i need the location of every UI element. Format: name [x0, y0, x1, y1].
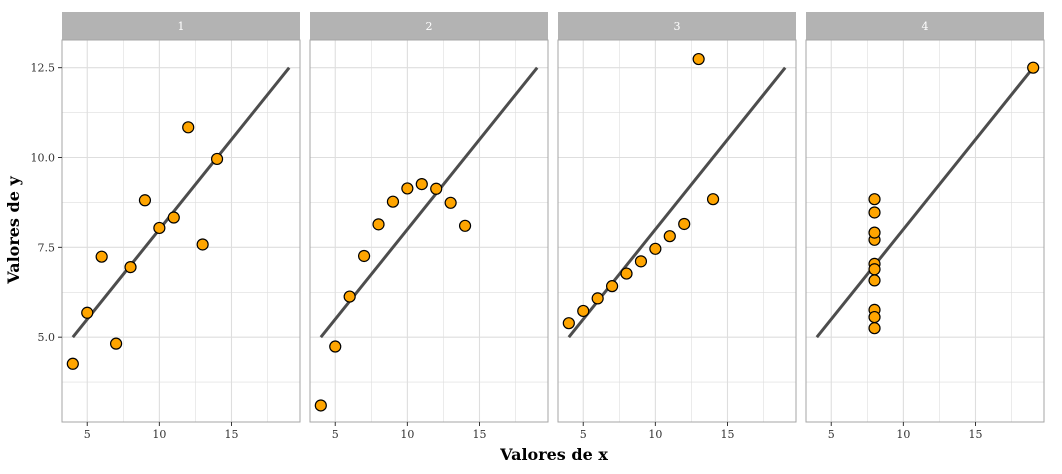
data-point — [66, 357, 79, 370]
x-tick-label: 15 — [968, 428, 982, 441]
data-point — [138, 194, 152, 207]
x-tick-label: 15 — [720, 428, 734, 441]
data-point — [182, 121, 195, 134]
panel-strip — [310, 12, 548, 40]
panel-2: 2 5 10 15 — [309, 12, 549, 441]
y-tick-label: 10.0 — [31, 152, 56, 165]
x-tick-label: 15 — [472, 428, 486, 441]
x-tick-label: 5 — [828, 428, 835, 441]
data-point — [868, 322, 881, 335]
x-axis-title: Valores de x — [499, 445, 608, 464]
fit-line — [71, 66, 291, 339]
x-tick-label: 10 — [896, 428, 910, 441]
panel-4: 4 5 10 15 — [805, 12, 1045, 441]
data-point — [153, 221, 166, 235]
data-point — [343, 290, 356, 303]
data-point — [372, 218, 385, 231]
data-point — [415, 178, 428, 191]
x-tick-label: 10 — [648, 428, 662, 441]
data-point — [357, 249, 371, 263]
data-point — [1027, 61, 1040, 74]
panel-strip — [558, 12, 796, 40]
data-point — [430, 182, 443, 195]
panel-strip — [62, 12, 300, 40]
data-point — [401, 182, 414, 195]
data-point — [314, 399, 327, 412]
panel-border — [557, 39, 797, 423]
x-tick-label: 10 — [400, 428, 414, 441]
data-point — [577, 304, 590, 318]
data-point — [663, 230, 676, 243]
y-axis-title: Valores de y — [4, 176, 23, 285]
data-point — [124, 261, 137, 274]
data-point — [678, 217, 691, 231]
panel-strip-label: 4 — [922, 20, 929, 33]
data-point — [109, 337, 123, 350]
y-tick-label: 7.5 — [38, 241, 56, 254]
data-point — [868, 226, 881, 239]
data-point — [620, 267, 633, 280]
data-point — [196, 238, 209, 251]
panel-border — [309, 39, 549, 423]
data-point — [634, 255, 648, 268]
data-point — [868, 206, 881, 219]
panel-strip — [806, 12, 1044, 40]
panel-border — [805, 39, 1045, 423]
y-tick-label: 12.5 — [31, 62, 56, 75]
data-point — [444, 196, 457, 209]
data-point — [562, 317, 575, 330]
data-point — [868, 263, 881, 276]
panel-strip-label: 1 — [178, 20, 185, 33]
data-point — [458, 219, 472, 232]
y-tick-label: 5.0 — [38, 331, 56, 344]
panel-1: 15 10 155.07.510.012.5 — [31, 12, 301, 441]
panel-border — [61, 39, 301, 423]
fit-line — [815, 66, 1035, 339]
x-tick-label: 5 — [84, 428, 91, 441]
data-point — [95, 250, 108, 263]
panel-3: 3 5 10 15 — [557, 12, 797, 441]
data-point — [868, 274, 881, 287]
x-tick-label: 10 — [152, 428, 166, 441]
data-point — [591, 292, 604, 305]
data-point — [605, 280, 619, 293]
x-tick-label: 15 — [224, 428, 238, 441]
fit-line — [319, 66, 539, 339]
data-point — [868, 193, 881, 206]
fit-line — [567, 66, 787, 339]
data-point — [167, 211, 180, 224]
data-point — [210, 152, 224, 166]
panel-strip-label: 3 — [674, 20, 681, 33]
x-tick-label: 5 — [332, 428, 339, 441]
data-point — [706, 193, 720, 206]
data-point — [81, 306, 94, 319]
data-point — [649, 242, 662, 255]
x-tick-label: 5 — [580, 428, 587, 441]
panel-strip-label: 2 — [426, 20, 433, 33]
data-point — [329, 340, 342, 353]
data-point — [386, 195, 400, 208]
data-point — [692, 52, 705, 66]
data-point — [868, 310, 881, 324]
